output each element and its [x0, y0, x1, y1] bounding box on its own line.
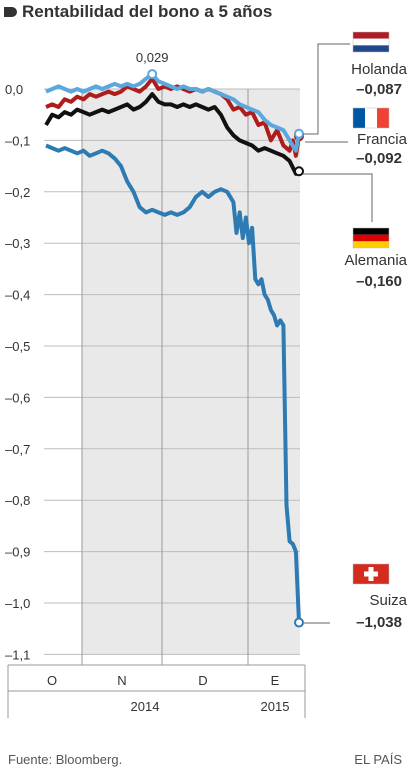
y-tick-label: –1,0 — [5, 596, 30, 611]
y-tick-label: –0,9 — [5, 545, 30, 560]
alemania-flag — [352, 227, 390, 249]
flag-stripe — [353, 234, 389, 242]
series-line-holanda — [45, 72, 301, 153]
flag-border — [352, 31, 390, 53]
leader-line — [303, 43, 350, 135]
y-tick-label: –0,2 — [5, 185, 30, 200]
x-tick-label: N — [117, 673, 126, 688]
y-tick-label: 0,0 — [5, 82, 23, 97]
series-name-francia: Francia — [357, 131, 408, 148]
flag-stripe — [377, 108, 389, 128]
holanda-flag — [352, 31, 390, 53]
flag-border — [352, 563, 390, 585]
flag-stripe — [353, 108, 365, 128]
series-name-holanda: Holanda — [351, 61, 408, 78]
flag-stripe — [365, 108, 377, 128]
flag-stripe — [353, 228, 389, 235]
x-tick-label: D — [198, 673, 207, 688]
chart-title-row: Rentabilidad del bono a 5 años — [4, 2, 272, 22]
y-tick-label: –0,6 — [5, 390, 30, 405]
grid — [44, 88, 300, 655]
y-tick-label: –1,1 — [5, 647, 30, 662]
series-endpoint-suiza — [294, 617, 304, 628]
y-tick-label: –0,3 — [5, 236, 30, 251]
series-value-suiza: –1,038 — [356, 614, 402, 631]
title-marker-icon — [4, 7, 17, 17]
axes: 0,0 –0,1 –0,2 –0,3 –0,4 –0,5 –0,6 –0,7 –0,8 –0,9 –… — [5, 82, 306, 718]
peak-label: 0,029 — [136, 50, 169, 65]
x-tick-label: E — [271, 673, 280, 688]
flag-stripe — [353, 38, 389, 46]
series-endpoint-holanda — [294, 128, 304, 139]
y-tick-label: –0,4 — [5, 288, 30, 303]
series-line-francia — [45, 76, 301, 158]
series-labels: 0,029 Suiza –1,038 Alemania –0,160 Francia –0,… — [136, 31, 408, 631]
y-tick-label: –0,8 — [5, 493, 30, 508]
leader-line — [303, 173, 373, 222]
series-line-suiza — [45, 143, 301, 623]
publisher-brand: EL PAÍS — [354, 752, 402, 767]
flag-stripe — [353, 45, 389, 52]
year-label: 2014 — [131, 699, 160, 714]
y-tick-label: –0,7 — [5, 442, 30, 457]
x-tick-label: O — [47, 673, 57, 688]
shaded-region — [82, 89, 300, 655]
series-lines — [44, 69, 304, 628]
peak-marker — [147, 69, 158, 80]
bond-yield-chart: 0,0 –0,1 –0,2 –0,3 –0,4 –0,5 –0,6 –0,7 –0,8 –0,9 –… — [5, 31, 408, 718]
flag-border — [352, 107, 390, 129]
flag-cross — [364, 571, 378, 577]
flag-border — [352, 227, 390, 249]
y-tick-label: –0,5 — [5, 339, 30, 354]
francia-flag — [352, 107, 390, 129]
series-line-alemania — [44, 92, 301, 176]
series-name-alemania: Alemania — [344, 252, 407, 269]
flag-stripe — [353, 32, 389, 39]
series-value-francia: –0,092 — [356, 150, 402, 167]
chart-title: Rentabilidad del bono a 5 años — [22, 2, 273, 21]
suiza-flag — [352, 563, 390, 585]
flag-stripe — [353, 241, 389, 248]
y-tick-label: –0,1 — [5, 133, 30, 148]
series-endpoint-alemania — [294, 166, 304, 177]
source-note: Fuente: Bloomberg. — [8, 752, 123, 767]
series-name-suiza: Suiza — [369, 592, 407, 609]
series-value-holanda: –0,087 — [356, 81, 402, 98]
year-label: 2015 — [261, 699, 290, 714]
series-value-alemania: –0,160 — [356, 273, 402, 290]
